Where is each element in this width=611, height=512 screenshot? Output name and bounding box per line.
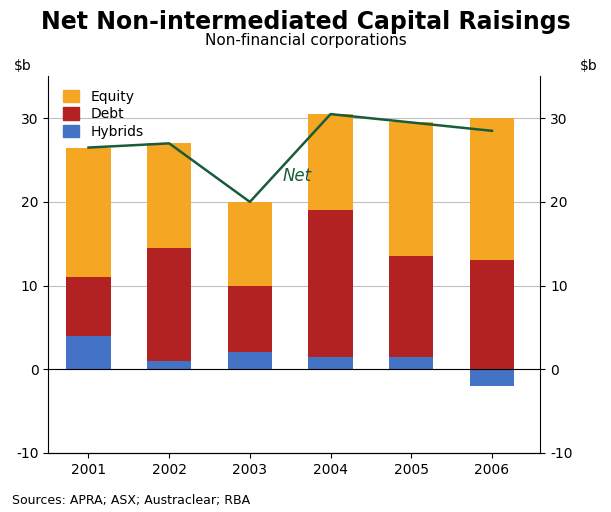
Bar [228,202,272,286]
Bar [309,357,353,369]
Bar [470,118,514,261]
Text: $b: $b [13,59,31,73]
Text: Net: Net [282,167,311,185]
Bar [389,357,433,369]
Bar [67,336,111,369]
Bar [470,369,514,386]
Bar [67,277,111,336]
Bar [67,147,111,277]
Bar [228,286,272,352]
Bar [147,361,191,369]
Bar [389,122,433,257]
Text: Net Non-intermediated Capital Raisings: Net Non-intermediated Capital Raisings [40,10,571,34]
Bar [147,143,191,248]
Bar [228,352,272,369]
Bar [389,257,433,357]
Text: $b: $b [580,59,598,73]
Bar [470,261,514,369]
Bar [147,248,191,361]
Text: Non-financial corporations: Non-financial corporations [205,33,406,48]
Bar [309,114,353,210]
Bar [309,210,353,357]
Text: Sources: APRA; ASX; Austraclear; RBA: Sources: APRA; ASX; Austraclear; RBA [12,494,251,507]
Legend: Equity, Debt, Hybrids: Equity, Debt, Hybrids [60,87,147,142]
